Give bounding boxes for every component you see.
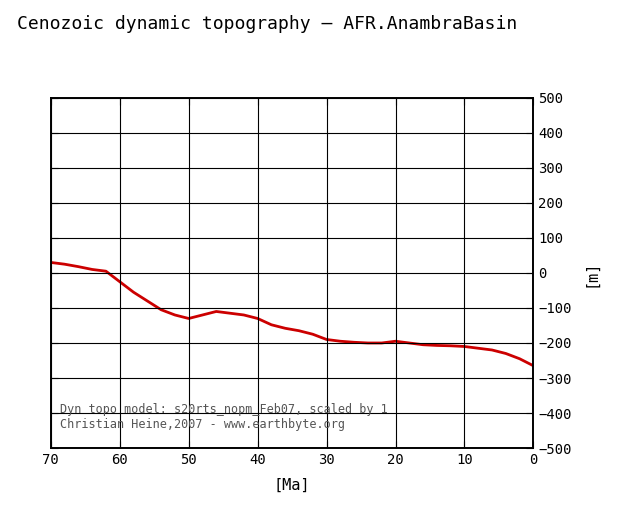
X-axis label: [Ma]: [Ma] [274,478,311,493]
Text: Dyn topo model: s20rts_nopm_Feb07, scaled by 1
Christian Heine,2007 - www.earthb: Dyn topo model: s20rts_nopm_Feb07, scale… [60,403,388,431]
Y-axis label: [m]: [m] [583,259,598,287]
Text: Cenozoic dynamic topography – AFR.AnambraBasin: Cenozoic dynamic topography – AFR.Anambr… [17,15,517,33]
